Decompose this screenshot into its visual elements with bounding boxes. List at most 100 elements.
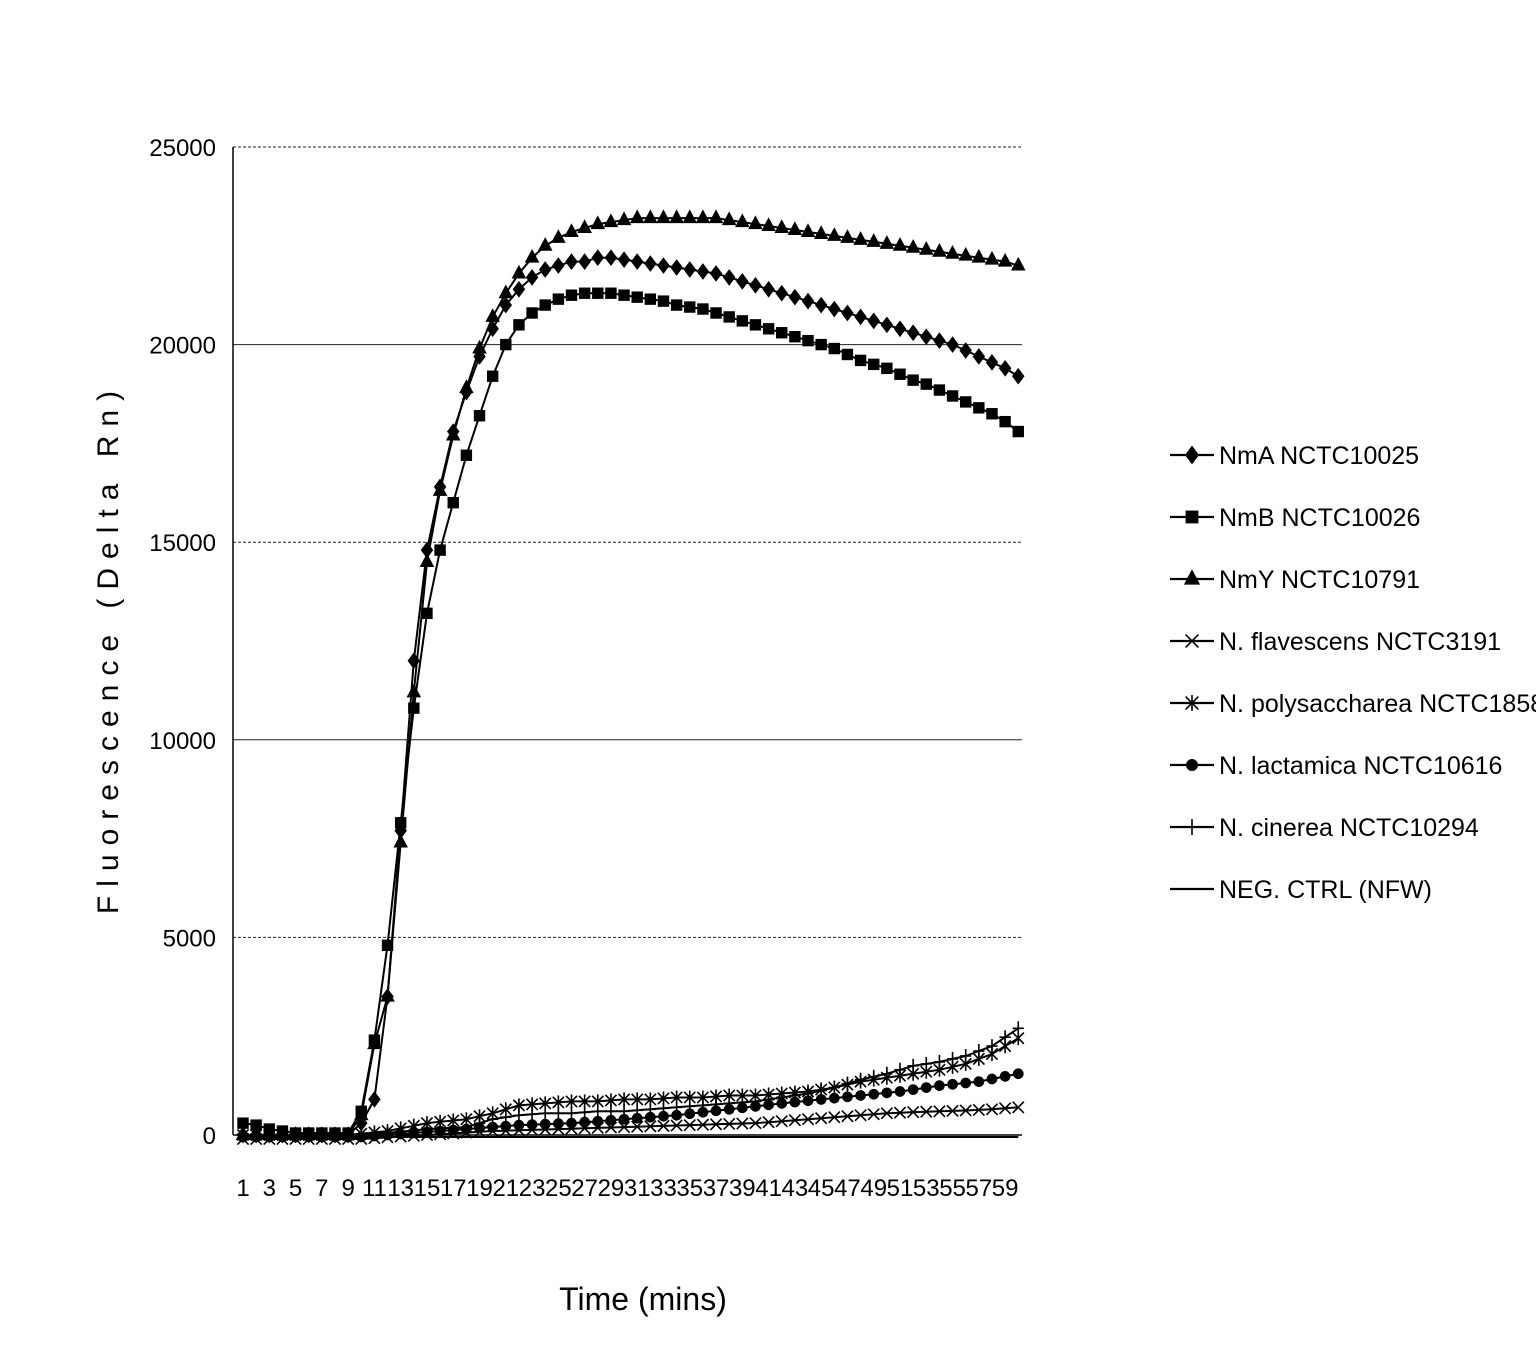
data-point bbox=[828, 342, 841, 355]
x-tick-label: 5 bbox=[289, 1175, 302, 1202]
series-nma-nctc10025 bbox=[236, 249, 1025, 1144]
data-point bbox=[237, 1128, 249, 1142]
data-point bbox=[696, 1118, 710, 1131]
data-point bbox=[657, 1119, 670, 1133]
series-line bbox=[242, 292, 1019, 1134]
data-point bbox=[920, 328, 933, 346]
data-point bbox=[434, 1121, 446, 1136]
data-point bbox=[774, 219, 790, 234]
legend-item: N. cinerea NCTC10294 bbox=[1170, 814, 1479, 842]
data-point bbox=[736, 1117, 749, 1130]
data-point bbox=[933, 384, 946, 396]
data-point bbox=[421, 607, 433, 620]
x-tick-label: 49 bbox=[860, 1175, 887, 1202]
x-tick-label: 17 bbox=[440, 1175, 467, 1202]
data-point bbox=[460, 1120, 472, 1135]
data-point bbox=[828, 300, 841, 318]
data-point bbox=[526, 307, 538, 319]
series-line bbox=[243, 256, 1019, 1136]
x-tick-label: 3 bbox=[263, 1175, 276, 1202]
data-point bbox=[1185, 695, 1199, 711]
legend-item: NmY NCTC10791 bbox=[1170, 566, 1420, 594]
data-point bbox=[775, 284, 788, 302]
data-point bbox=[644, 255, 657, 272]
data-point bbox=[605, 287, 617, 299]
data-point bbox=[380, 987, 395, 1002]
gridlines bbox=[233, 146, 1022, 938]
data-point bbox=[880, 1107, 894, 1120]
data-point bbox=[763, 1092, 775, 1107]
data-point bbox=[498, 284, 514, 299]
data-point bbox=[592, 287, 604, 299]
data-point bbox=[998, 1102, 1012, 1115]
data-point bbox=[591, 249, 605, 266]
data-point bbox=[644, 293, 657, 305]
data-point bbox=[657, 295, 670, 307]
data-point bbox=[802, 1086, 814, 1101]
data-point bbox=[959, 1104, 972, 1117]
data-point bbox=[894, 1086, 906, 1097]
data-point bbox=[592, 1104, 604, 1119]
data-point bbox=[814, 1112, 828, 1125]
data-point bbox=[736, 273, 749, 290]
x-tick-label: 9 bbox=[341, 1175, 354, 1202]
data-point bbox=[445, 426, 461, 441]
legend-label: NEG. CTRL (NFW) bbox=[1219, 876, 1432, 904]
data-point bbox=[631, 1120, 644, 1133]
data-point bbox=[985, 354, 999, 371]
data-point bbox=[1185, 510, 1199, 524]
data-point bbox=[644, 1120, 657, 1133]
data-point bbox=[631, 1103, 643, 1118]
x-tick-label: 45 bbox=[808, 1175, 835, 1202]
data-point bbox=[947, 1078, 958, 1090]
data-point bbox=[303, 1128, 315, 1142]
data-point bbox=[684, 1099, 696, 1114]
x-tick-label: 15 bbox=[414, 1175, 441, 1202]
data-point bbox=[906, 324, 920, 342]
data-point bbox=[736, 315, 749, 327]
data-point bbox=[789, 1088, 801, 1103]
x-tick-label: 29 bbox=[598, 1175, 625, 1202]
data-point bbox=[696, 263, 710, 280]
data-point bbox=[998, 359, 1012, 377]
x-tick-label: 19 bbox=[466, 1175, 493, 1202]
data-point bbox=[473, 1116, 486, 1131]
data-point bbox=[552, 293, 565, 305]
data-point bbox=[552, 1106, 564, 1121]
data-point bbox=[892, 237, 908, 251]
legend-label: N. polysaccharea NCTC1858 bbox=[1219, 690, 1536, 718]
data-point bbox=[434, 544, 446, 556]
data-point bbox=[973, 1076, 985, 1087]
data-point bbox=[500, 1110, 512, 1125]
data-point bbox=[526, 1119, 538, 1130]
data-point bbox=[788, 288, 802, 306]
data-point bbox=[749, 1094, 762, 1109]
series-n-cinerea-nctc10294 bbox=[237, 1021, 1024, 1142]
data-point bbox=[708, 209, 724, 224]
data-point bbox=[353, 1106, 369, 1121]
data-point bbox=[538, 261, 552, 278]
data-point bbox=[749, 1116, 762, 1130]
data-point bbox=[618, 1104, 630, 1119]
data-point bbox=[879, 235, 895, 249]
data-point bbox=[841, 1076, 854, 1091]
data-point bbox=[473, 410, 486, 422]
data-point bbox=[815, 1083, 827, 1098]
x-tick-label: 35 bbox=[676, 1175, 703, 1202]
data-point bbox=[1185, 445, 1199, 465]
data-point bbox=[460, 449, 473, 461]
data-point bbox=[999, 1030, 1011, 1045]
legend-item: NmB NCTC10026 bbox=[1170, 504, 1420, 532]
x-tick-label: 57 bbox=[965, 1175, 992, 1202]
series-group bbox=[235, 209, 1026, 1146]
data-point bbox=[972, 1103, 986, 1117]
data-point bbox=[775, 1115, 788, 1128]
data-point bbox=[512, 280, 526, 298]
data-point bbox=[854, 308, 867, 326]
data-point bbox=[920, 1056, 932, 1071]
y-tick-label: 0 bbox=[203, 1123, 216, 1150]
y-axis-label: Fluorescence (Delta Rn) bbox=[92, 382, 125, 914]
data-point bbox=[920, 1082, 932, 1093]
data-point bbox=[710, 1097, 722, 1112]
data-point bbox=[959, 342, 972, 359]
